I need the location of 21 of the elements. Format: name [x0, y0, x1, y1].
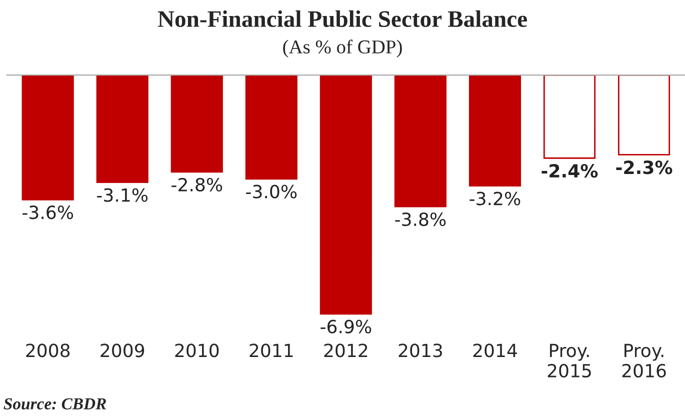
data-label: -3.6% [22, 206, 74, 220]
data-label: -3.2% [470, 192, 520, 206]
chart-title: Non-Financial Public Sector Balance [158, 10, 527, 28]
data-label: -2.4% [542, 164, 598, 178]
chart-subtitle: (As % of GDP) [283, 40, 402, 58]
x-tick-label: 2010 [175, 344, 219, 358]
data-label: -3.8% [395, 212, 446, 226]
x-tick-label: Proy. 2015 [548, 344, 591, 378]
data-label: -3.0% [246, 184, 297, 198]
x-tick-label: 2011 [250, 344, 293, 358]
x-tick-label: 2008 [26, 344, 70, 358]
data-label: -6.9% [320, 320, 372, 334]
x-tick-label: 2012 [324, 344, 368, 358]
data-label: -2.3% [616, 160, 672, 174]
source-note: Source: CBDR [4, 398, 106, 410]
x-tick-label: 2014 [473, 344, 517, 358]
data-label: -2.8% [172, 178, 222, 192]
x-tick-label: 2013 [398, 344, 442, 358]
x-tick-label: 2009 [100, 344, 144, 358]
data-label: -3.1% [97, 188, 148, 202]
x-tick-label: Proy. 2016 [622, 344, 666, 378]
